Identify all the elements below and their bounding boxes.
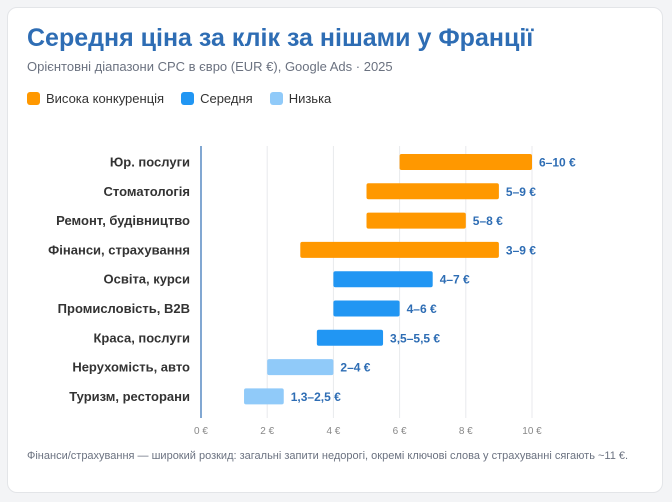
legend-swatch-high (27, 92, 40, 105)
bar-value-label: 5–9 € (506, 185, 536, 199)
chart-subtitle: Орієнтовні діапазони CPC в євро (EUR €),… (27, 59, 393, 74)
range-bar (333, 271, 433, 288)
legend-item-low: Низька (269, 91, 332, 106)
legend-item-high: Висока конкуренція (27, 91, 164, 106)
bar-value-label: 1,3–2,5 € (291, 390, 341, 404)
x-tick-label: 8 € (459, 426, 473, 437)
category-label: Краса, послуги (93, 330, 190, 345)
bar-value-label: 5–8 € (473, 214, 503, 228)
bar-value-label: 4–6 € (407, 302, 437, 316)
legend-item-medium: Середня (181, 91, 253, 106)
category-label: Юр. послуги (110, 155, 190, 170)
legend-label-low: Низька (288, 91, 332, 106)
bar-value-label: 4–7 € (440, 273, 470, 287)
bar-value-label: 3–9 € (506, 243, 536, 257)
legend-swatch-low (269, 92, 283, 105)
chart-footnote: Фінанси/страхування — широкий розкид: за… (27, 450, 629, 462)
bar-value-label: 6–10 € (539, 156, 576, 170)
x-tick-label: 2 € (260, 426, 274, 437)
x-tick-label: 10 € (522, 426, 542, 437)
range-bar (267, 359, 334, 376)
x-tick-label: 4 € (326, 426, 340, 437)
legend-label-medium: Середня (200, 91, 253, 106)
range-bar (366, 183, 499, 200)
category-label: Ремонт, будівництво (56, 213, 190, 228)
range-bar (333, 300, 400, 317)
range-bar (316, 329, 384, 346)
range-bar (366, 212, 466, 229)
category-label: Фінанси, страхування (48, 242, 190, 257)
category-label: Промисловість, B2B (58, 301, 190, 316)
legend-swatch-medium (181, 92, 195, 105)
category-label: Стоматологія (104, 184, 190, 199)
range-bar (399, 154, 532, 170)
category-label: Туризм, ресторани (69, 389, 190, 404)
x-tick-label: 6 € (393, 426, 407, 437)
range-bar (300, 241, 499, 258)
category-label: Нерухомість, авто (72, 360, 190, 375)
bar-value-label: 2–4 € (340, 361, 370, 375)
x-tick-label: 0 € (194, 426, 208, 437)
chart-legend: Висока конкуренція Середня Низька (27, 91, 348, 106)
range-bar (244, 388, 284, 405)
bar-value-label: 3,5–5,5 € (390, 331, 440, 345)
legend-label-high: Висока конкуренція (46, 91, 165, 106)
category-label: Освіта, курси (104, 272, 191, 287)
chart-title: Середня ціна за клік за нішами у Франції (27, 24, 534, 52)
